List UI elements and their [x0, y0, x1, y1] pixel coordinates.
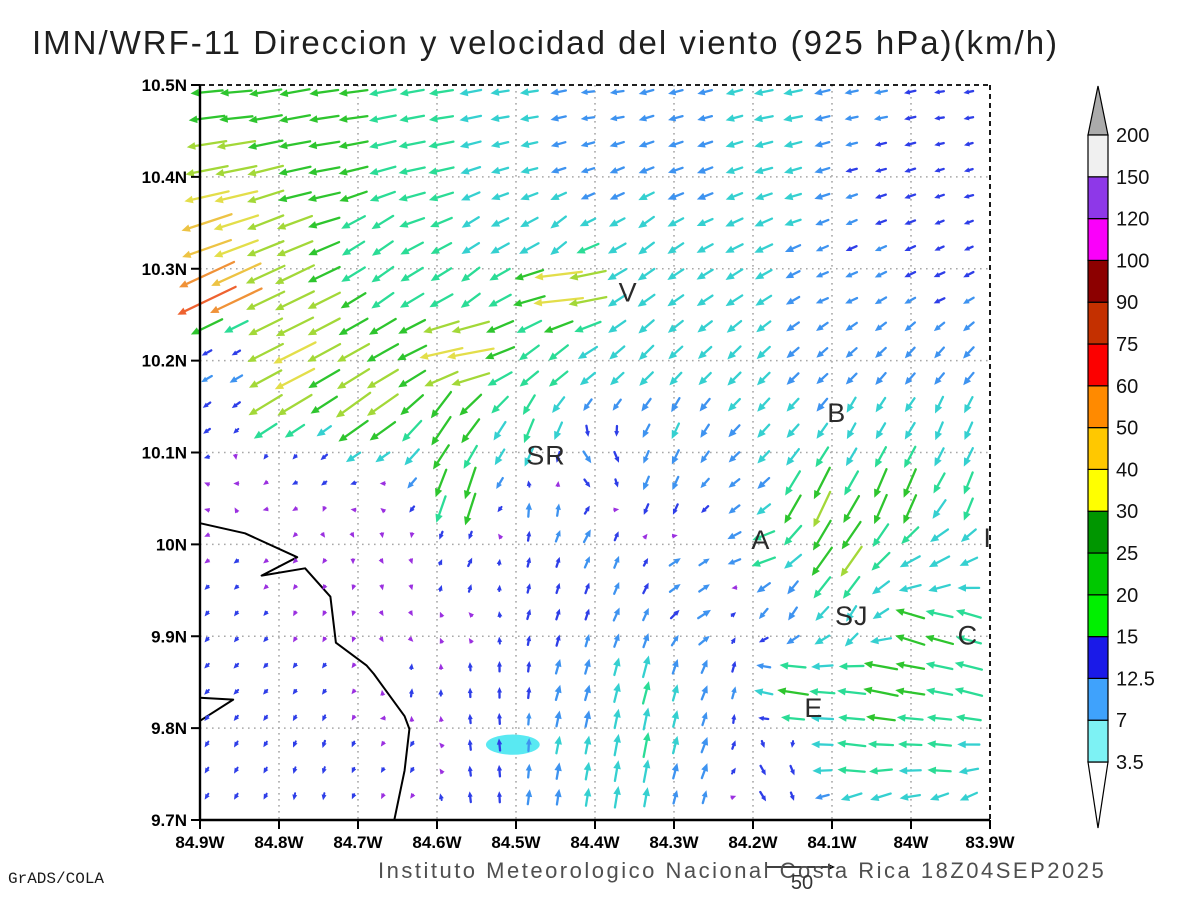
colorbar-tick-label: 7: [1116, 710, 1127, 732]
city-label-i: I: [983, 523, 992, 553]
lat-tick-label: 10.4N: [142, 168, 187, 187]
city-label-v: V: [619, 278, 638, 308]
colorbar-tick-label: 12.5: [1116, 668, 1155, 690]
page-title: IMN/WRF-11 Direccion y velocidad del vie…: [32, 24, 1060, 61]
x-axis-labels: 84.9W 84.8W 84.7W 84.6W 84.5W 84.4W 84.3W 84.2W…: [175, 833, 1015, 852]
lon-tick-label: 84.3W: [649, 833, 699, 852]
colorbar-tick-label: 120: [1116, 209, 1149, 231]
axis-ticks: [191, 84, 991, 829]
colorbar-tick-label: 90: [1116, 292, 1138, 314]
lon-tick-label: 84.8W: [254, 833, 304, 852]
lat-tick-label: 10.2N: [142, 352, 187, 371]
reference-arrow: [766, 863, 835, 871]
lon-tick-label: 83.9W: [965, 833, 1015, 852]
lon-tick-label: 84W: [894, 833, 930, 852]
lon-tick-label: 84.7W: [333, 833, 383, 852]
lat-tick-label: 9.9N: [151, 627, 187, 646]
city-label-c: C: [958, 620, 979, 650]
lon-tick-label: 84.9W: [175, 833, 225, 852]
city-label-sr: SR: [526, 440, 566, 470]
colorbar: [1087, 85, 1109, 829]
lon-tick-label: 84.2W: [728, 833, 778, 852]
coastline: [199, 522, 411, 821]
reference-arrow-label: 50: [790, 872, 814, 894]
colorbar-tick-label: 150: [1116, 167, 1149, 189]
colorbar-labels: 3.5 7 12.5 15 20 25 30 40 50 60 75 90 100 120 150 200: [1116, 125, 1155, 774]
colorbar-tick-label: 75: [1116, 334, 1138, 356]
city-label-a: A: [751, 525, 770, 555]
lat-tick-label: 10.3N: [142, 260, 187, 279]
colorbar-tick-label: 40: [1116, 459, 1138, 481]
lat-tick-label: 10N: [156, 535, 187, 554]
lat-tick-label: 9.7N: [151, 811, 187, 830]
lat-tick-label: 10.5N: [142, 76, 187, 95]
colorbar-tick-label: 20: [1116, 585, 1138, 607]
wind-arrows: [177, 88, 984, 809]
colorbar-tick-label: 100: [1116, 250, 1149, 272]
lon-tick-label: 84.6W: [412, 833, 462, 852]
lat-tick-label: 10.1N: [142, 444, 187, 463]
colorbar-tick-label: 200: [1116, 125, 1149, 147]
colorbar-tick-label: 15: [1116, 627, 1138, 649]
colorbar-tick-label: 3.5: [1116, 752, 1144, 774]
colorbar-tick-label: 60: [1116, 376, 1138, 398]
lon-tick-label: 84.1W: [807, 833, 857, 852]
lat-tick-label: 9.8N: [151, 719, 187, 738]
colorbar-tick-label: 25: [1116, 543, 1138, 565]
city-label-e: E: [804, 693, 823, 723]
colorbar-tick-label: 30: [1116, 501, 1138, 523]
grads-watermark: GrADS/COLA: [8, 870, 105, 888]
city-label-b: B: [827, 398, 846, 428]
colorbar-tick-label: 50: [1116, 418, 1138, 440]
graticule-gridlines: [200, 85, 990, 820]
city-label-sj: SJ: [835, 601, 869, 631]
lon-tick-label: 84.4W: [570, 833, 620, 852]
city-labels: V B SR A SJ C E I: [526, 278, 992, 723]
y-axis-labels: 10.5N 10.4N 10.3N 10.2N 10.1N 10N 9.9N 9.8N 9.7N: [142, 76, 187, 830]
caption: Instituto Meteorologico Nacional Costa R…: [378, 858, 1107, 883]
lon-tick-label: 84.5W: [491, 833, 541, 852]
